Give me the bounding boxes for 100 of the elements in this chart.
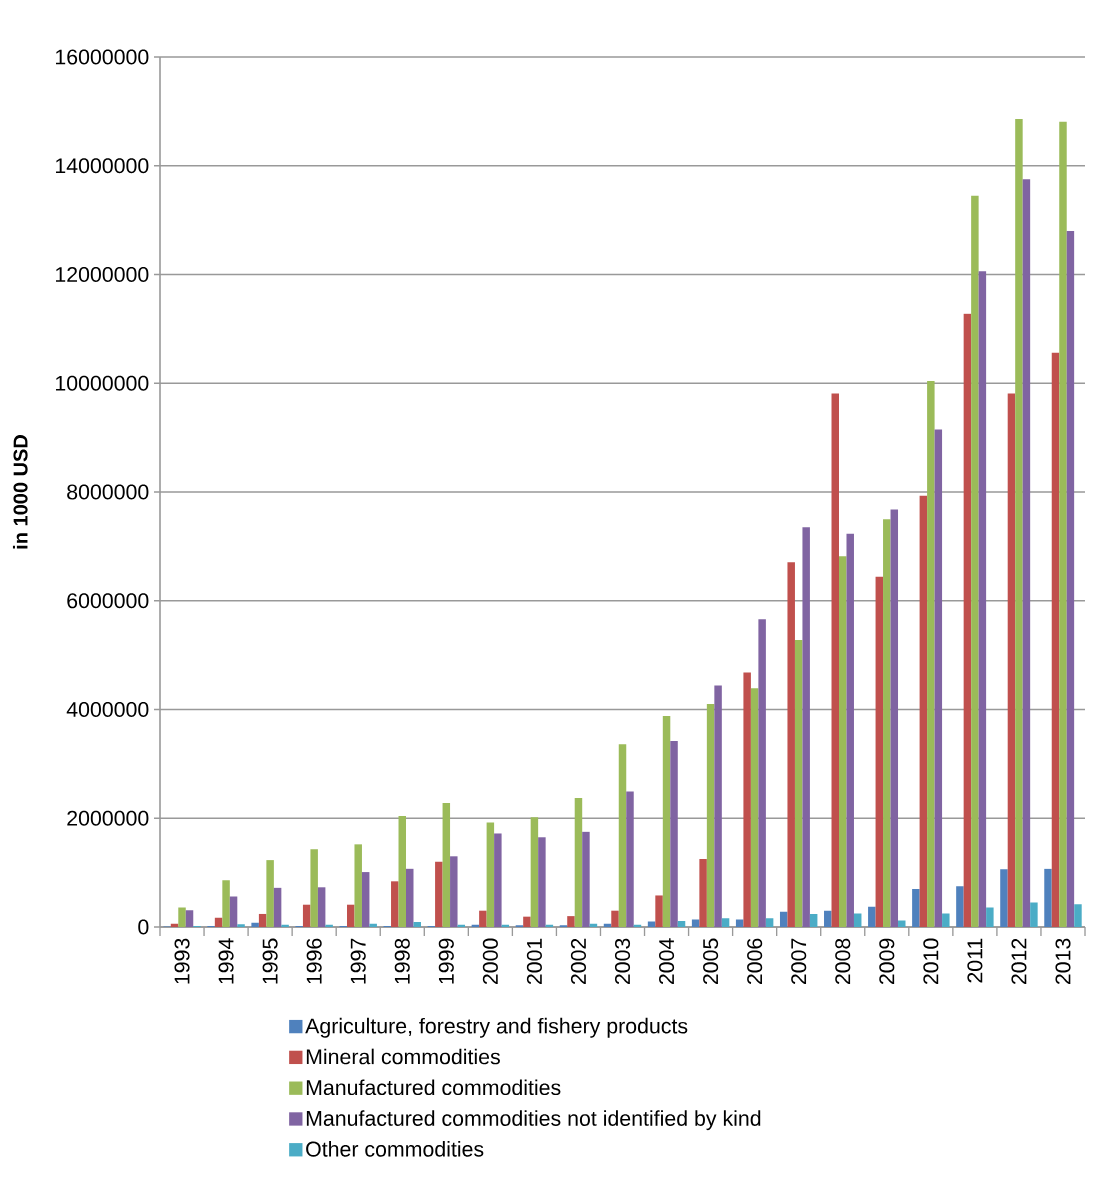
bar (229, 896, 238, 927)
y-tick-label: 14000000 (56, 158, 149, 174)
y-tick-label: 8000000 (67, 484, 149, 500)
x-tick-label: 1996 (306, 938, 322, 984)
x-tick-label: 2010 (923, 938, 939, 985)
x-tick-label: 2013 (1055, 938, 1071, 985)
bar (942, 913, 950, 927)
bar (1030, 902, 1038, 927)
bar (538, 837, 546, 927)
bar (765, 918, 774, 927)
bar (986, 907, 994, 927)
bar (787, 562, 795, 927)
bar (963, 313, 972, 927)
legend-label: Manufactured commodities not identified by kind (306, 1110, 761, 1131)
bar (486, 822, 495, 927)
bar (185, 910, 194, 927)
bar (846, 533, 854, 927)
bar (266, 860, 274, 927)
bar (794, 639, 803, 927)
legend-label: Other commodities (306, 1141, 484, 1157)
x-tick-label: 2004 (659, 938, 675, 985)
x-tick-label: 2006 (747, 938, 763, 985)
bar (927, 381, 935, 927)
x-tick-label: 2003 (614, 938, 631, 985)
bar (831, 393, 839, 927)
legend-label: Agriculture, forestry and fishery products (305, 1017, 688, 1038)
x-tick-label: 2009 (879, 938, 895, 985)
x-tick-label: 1993 (174, 938, 190, 984)
x-tick-label: 2005 (703, 938, 719, 985)
x-tick-label: 2007 (791, 938, 807, 985)
y-tick-label: 4000000 (66, 701, 149, 718)
bar (655, 895, 663, 927)
bar (735, 919, 744, 927)
x-tick-label: 1995 (262, 938, 278, 984)
bar (1022, 179, 1031, 927)
x-tick-label: 2008 (835, 938, 851, 985)
bar (354, 844, 362, 927)
x-tick-label: 2000 (482, 938, 498, 985)
bar (361, 872, 370, 927)
bar (178, 907, 186, 927)
bar (530, 817, 539, 927)
bar (978, 271, 987, 927)
bar (391, 881, 399, 927)
bar (1007, 393, 1016, 927)
bar (758, 619, 766, 927)
bar (618, 744, 627, 927)
bar (369, 923, 377, 927)
bar (611, 910, 619, 927)
bar (1015, 118, 1023, 927)
y-tick-label: 10000000 (56, 375, 149, 391)
bar (251, 922, 259, 927)
bar (1051, 352, 1060, 927)
bar (824, 910, 832, 927)
x-tick-label: 2001 (526, 938, 542, 985)
bar (934, 429, 943, 927)
bar (839, 556, 847, 927)
bar (479, 910, 487, 927)
bar (273, 887, 282, 927)
x-tick-label: 1998 (394, 938, 410, 984)
bar (868, 906, 876, 927)
y-tick-label: 0 (138, 919, 149, 935)
bar (214, 917, 223, 927)
bar (346, 904, 355, 927)
bar (582, 831, 590, 927)
bar (750, 688, 759, 927)
y-tick-label: 16000000 (56, 49, 149, 65)
bar (919, 495, 928, 927)
x-tick-label: 2012 (1011, 938, 1027, 985)
x-tick-label: 1999 (438, 938, 454, 984)
bar (714, 685, 722, 927)
bar (721, 918, 730, 927)
x-tick-label: 2011 (967, 938, 983, 983)
bar (971, 195, 979, 927)
bar (237, 924, 245, 927)
bar (494, 833, 502, 927)
bar (662, 716, 671, 927)
bar (898, 920, 906, 927)
legend-label: Manufactured commodities (306, 1079, 561, 1096)
bar (912, 888, 920, 927)
x-tick-label: 1997 (350, 938, 366, 984)
bar (258, 913, 267, 927)
bar (523, 916, 531, 927)
bar (302, 904, 311, 927)
bar (743, 672, 751, 927)
x-tick-label: 2002 (570, 938, 587, 985)
y-tick-label: 6000000 (67, 593, 149, 609)
bar (699, 859, 707, 927)
y-tick-label: 12000000 (56, 266, 149, 283)
bar (442, 803, 451, 927)
bar (222, 880, 230, 927)
x-tick-label: 1994 (218, 938, 234, 984)
bar (413, 922, 421, 927)
y-tick-label: 2000000 (67, 810, 149, 826)
bar (626, 791, 634, 927)
bar (809, 913, 818, 927)
bar (875, 576, 884, 927)
bar (435, 861, 443, 927)
bar (670, 741, 678, 927)
bar (406, 868, 414, 927)
bar (1000, 869, 1008, 927)
